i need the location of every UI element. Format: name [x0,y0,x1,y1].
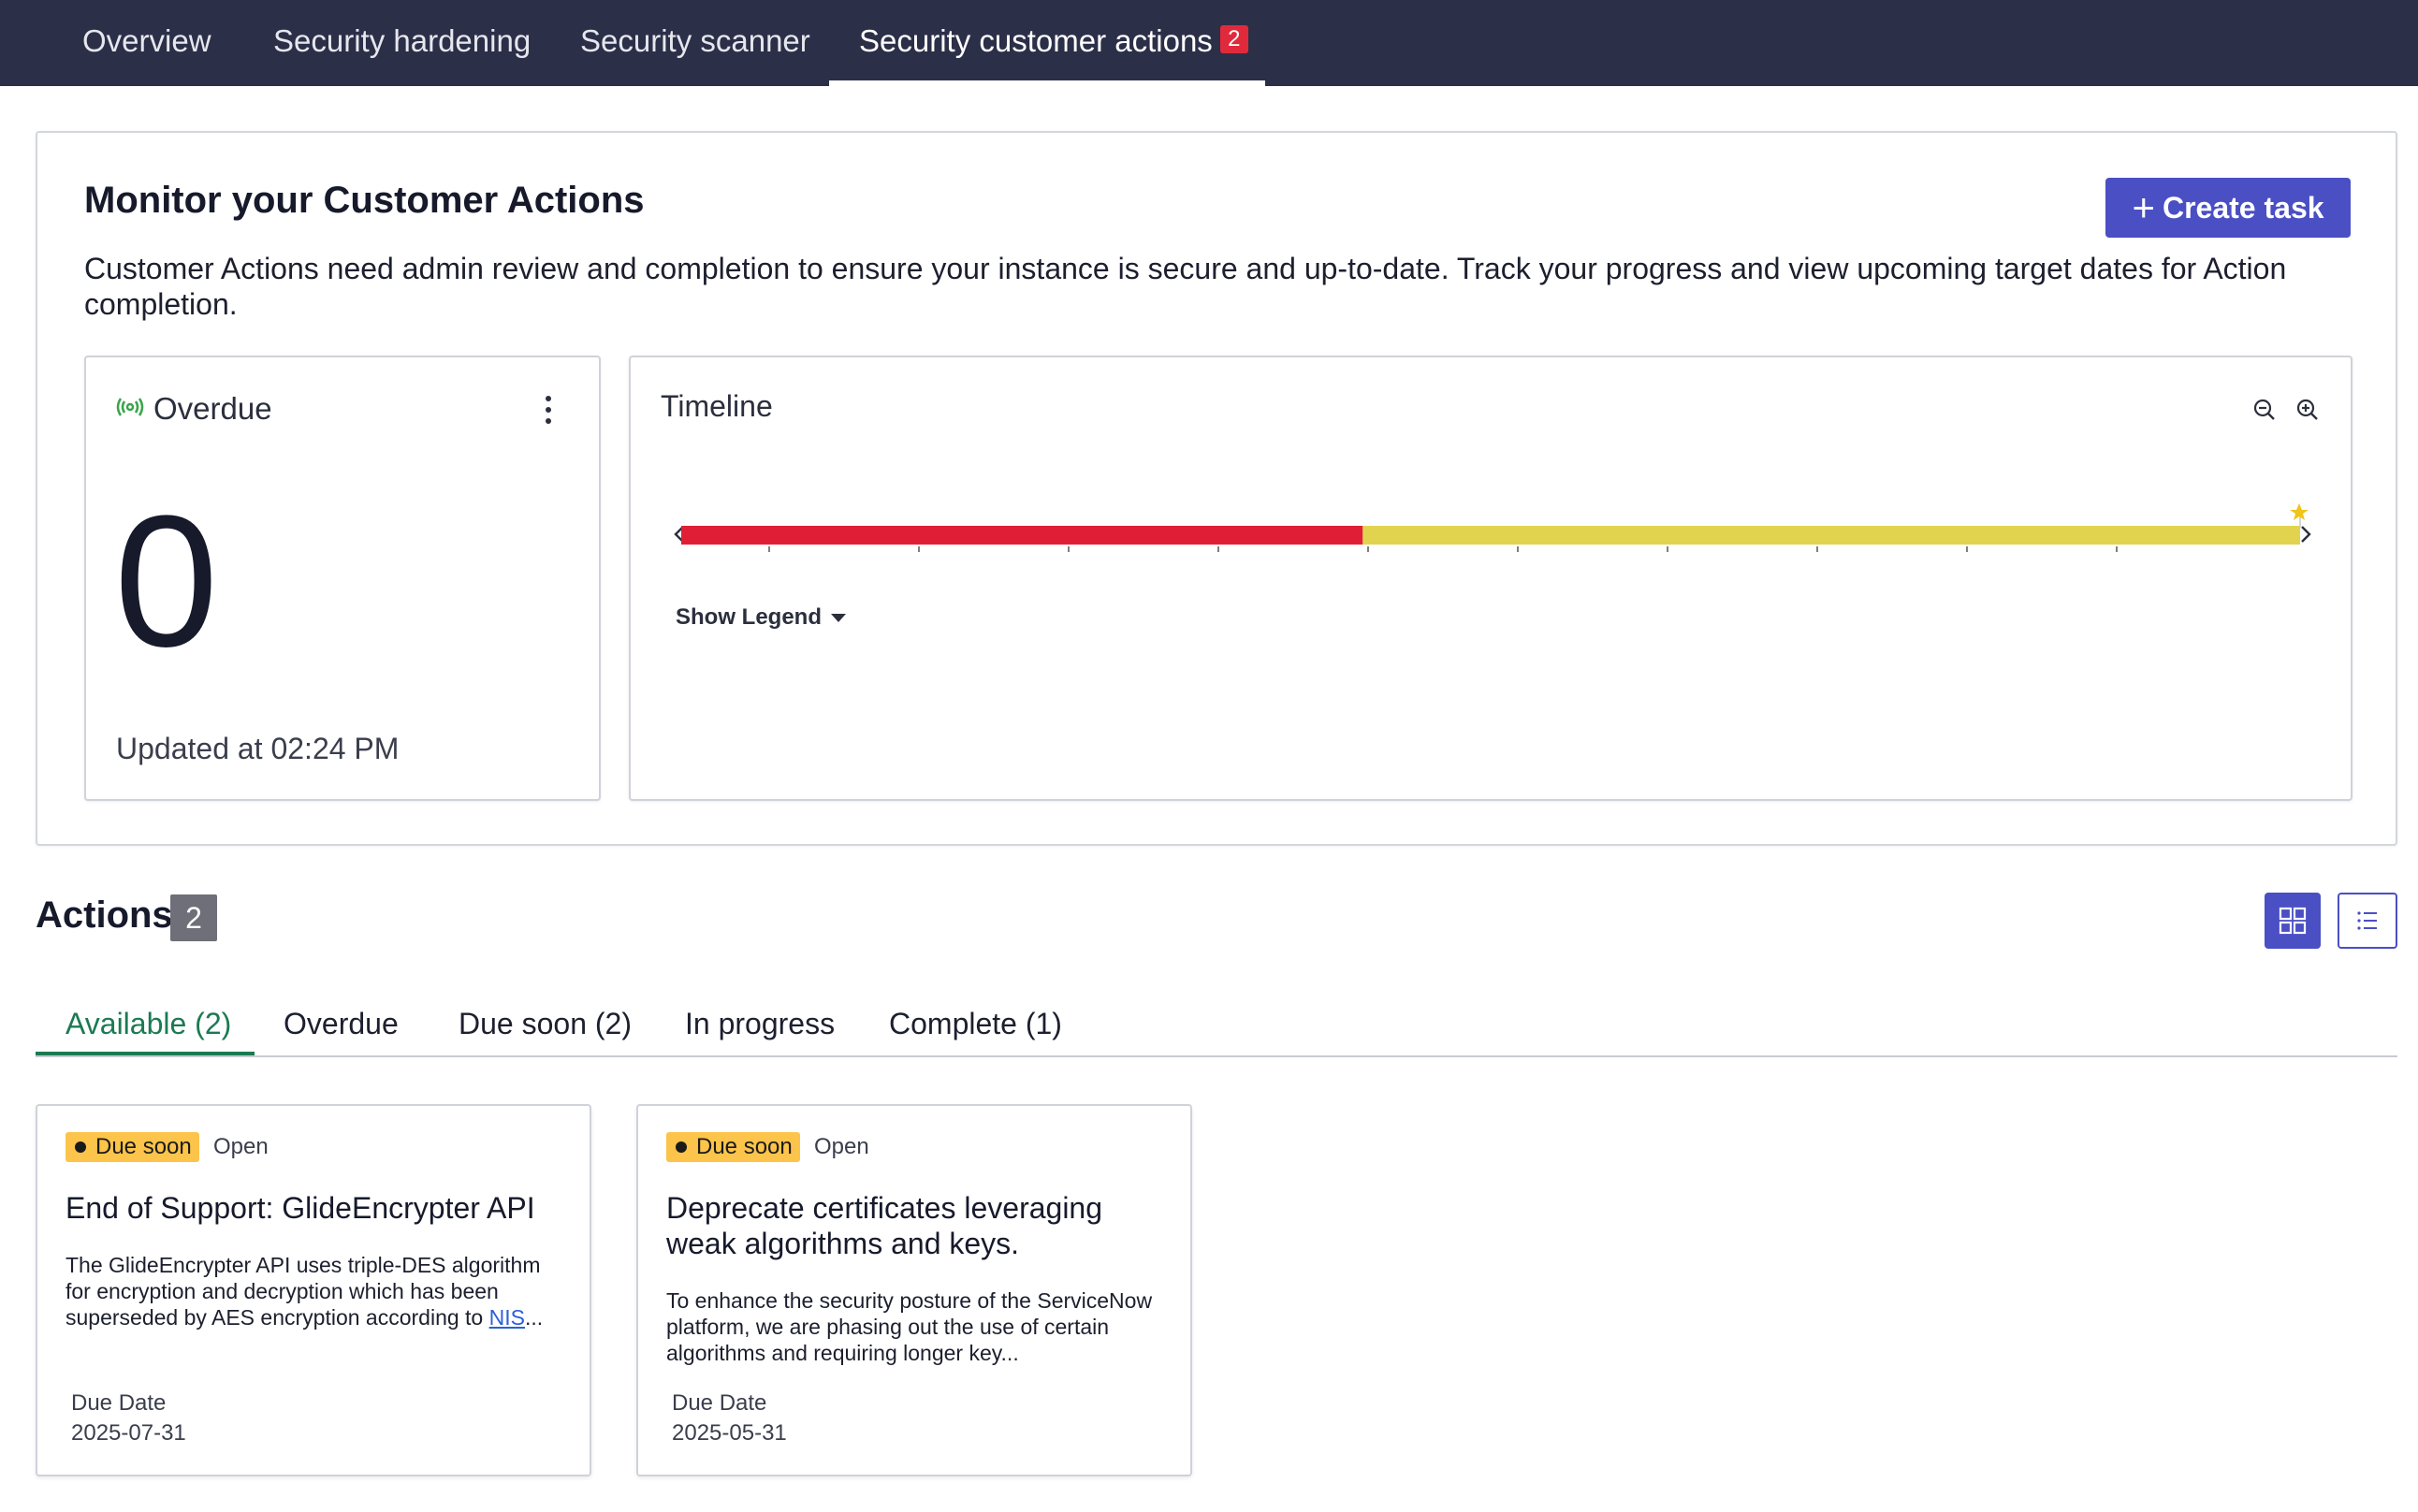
plus-icon: + [2132,185,2155,229]
status-label: Open [213,1134,269,1159]
overdue-title: Overdue [153,391,272,426]
filter-tab-overdue[interactable]: Overdue [284,1007,399,1040]
grid-icon [2279,907,2307,935]
updated-timestamp: Updated at 02:24 PM [116,732,400,765]
timeline-chart: Mar 23Mar 30Apr 06Apr 13Apr 20Apr 27May … [674,503,2311,552]
overdue-card: Overdue 0 Updated at 02:24 PM [84,356,601,801]
tab-label: Security hardening [273,23,532,58]
timeline-segment[interactable] [681,526,1363,545]
filter-tab-due-soon[interactable]: Due soon (2) [459,1007,632,1040]
tab-label: Security customer actions [859,23,1213,58]
action-description: The GlideEncrypter API uses triple-DES a… [66,1252,571,1330]
action-description: To enhance the security posture of the S… [666,1288,1153,1365]
due-date-value: 2025-05-31 [672,1420,787,1446]
action-title: End of Support: GlideEncrypter API [66,1191,535,1225]
due-soon-badge: Due soon [666,1132,800,1162]
chevron-right-icon[interactable] [2301,526,2311,543]
monitor-panel: Monitor your Customer Actions Customer A… [36,131,2397,846]
action-card[interactable]: Due soon Open Deprecate certificates lev… [636,1104,1192,1476]
show-legend-label: Show Legend [676,604,822,630]
active-filter-indicator [36,1052,255,1055]
tab-security-hardening[interactable]: Security hardening [273,0,531,86]
more-vertical-icon[interactable] [539,393,558,427]
star-marker-icon[interactable] [2290,503,2309,528]
create-task-label: Create task [2162,190,2324,225]
actions-count-badge: 2 [170,894,217,941]
filter-tab-in-progress[interactable]: In progress [685,1007,836,1040]
tab-label: Overview [82,23,211,58]
panel-title: Monitor your Customer Actions [84,180,645,221]
ellipsis: ... [524,1305,544,1330]
zoom-in-icon[interactable] [2294,397,2321,423]
tab-security-customer-actions[interactable]: Security customer actions 2 [859,0,1248,86]
badge-label: Due soon [696,1134,793,1159]
create-task-button[interactable]: + Create task [2105,178,2351,238]
list-icon [2357,911,2377,930]
timeline-segment[interactable] [1362,526,2300,545]
caret-down-icon [831,613,846,622]
show-legend-toggle[interactable]: Show Legend [676,604,846,631]
list-view-button[interactable] [2338,893,2397,949]
status-dot-icon [676,1141,687,1153]
action-title: Deprecate certificates leveraging weak a… [666,1191,1103,1260]
description-text: The GlideEncrypter API uses triple-DES a… [66,1253,541,1330]
overdue-count: 0 [114,477,219,686]
tab-label: Security scanner [580,23,810,58]
due-date-value: 2025-07-31 [71,1420,186,1446]
filter-tab-complete[interactable]: Complete (1) [889,1007,1062,1040]
action-card[interactable]: Due soon Open End of Support: GlideEncry… [36,1104,591,1476]
nist-link[interactable]: NIS [488,1305,525,1330]
panel-description: Customer Actions need admin review and c… [84,252,2287,321]
grid-view-button[interactable] [2265,893,2321,949]
tab-security-scanner[interactable]: Security scanner [580,0,810,86]
chevron-left-icon[interactable] [674,526,684,543]
actions-filter-tabs: Available (2) Overdue Due soon (2) In pr… [36,992,2397,1057]
actions-title: Actions [36,894,173,936]
status-label: Open [814,1134,869,1159]
badge-label: Due soon [95,1134,192,1159]
filter-tab-available[interactable]: Available (2) [66,1007,232,1040]
active-tab-indicator [829,80,1265,86]
due-date-label: Due Date [71,1390,167,1416]
zoom-out-icon[interactable] [2251,397,2278,423]
due-soon-badge: Due soon [66,1132,199,1162]
tab-count-badge: 2 [1219,25,1248,53]
broadcast-icon [116,397,144,423]
timeline-card: Timeline Mar 23Mar 30Apr 06Apr 13Apr 20A… [629,356,2352,801]
status-dot-icon [75,1141,86,1153]
timeline-title: Timeline [661,389,773,423]
top-nav: Overview Security hardening Security sca… [0,0,2418,86]
due-date-label: Due Date [672,1390,767,1416]
tab-overview[interactable]: Overview [82,0,211,86]
